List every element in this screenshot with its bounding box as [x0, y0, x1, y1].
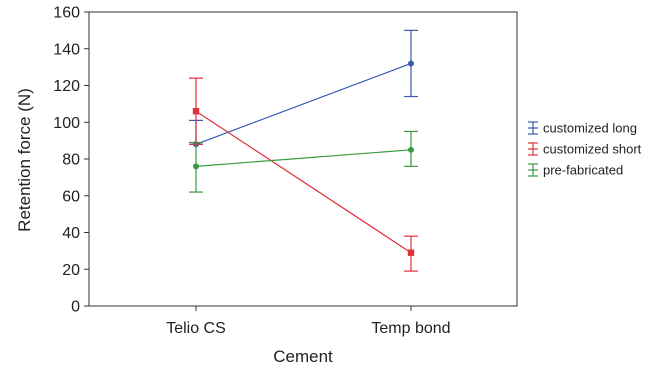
series-line — [195, 149, 412, 167]
series-1 — [189, 77, 418, 272]
legend-label: customized long — [543, 121, 637, 136]
data-point — [407, 249, 415, 256]
y-tick-label: 140 — [53, 41, 80, 58]
legend-item: pre-fabricated — [528, 163, 623, 178]
y-tick-label: 20 — [62, 262, 80, 279]
y-tick-label: 120 — [53, 78, 80, 95]
legend-item: customized long — [528, 121, 637, 136]
y-tick-label: 80 — [62, 152, 80, 169]
axes: 0 20 40 60 80 100 120 140 160 Telio CS Temp bond — [53, 5, 518, 337]
y-tick-label: 60 — [62, 188, 80, 205]
series — [189, 29, 418, 272]
data-point — [192, 108, 200, 115]
legend-label: pre-fabricated — [543, 163, 623, 178]
y-tick-label: 100 — [53, 115, 80, 132]
legend-item: customized short — [528, 142, 642, 157]
x-axis-title: Cement — [273, 347, 333, 366]
series-line — [195, 110, 412, 254]
x-tick-label: Telio CS — [166, 320, 226, 337]
y-tick-label: 160 — [53, 5, 80, 22]
series-line — [195, 62, 412, 145]
y-tick-label: 40 — [62, 225, 80, 242]
plot-frame — [88, 11, 518, 307]
data-point — [408, 60, 414, 67]
y-tick-label: 0 — [71, 299, 80, 316]
data-point — [193, 163, 199, 170]
legend-label: customized short — [543, 142, 642, 157]
labels: Retention force (N) Cement — [15, 88, 333, 366]
series-2 — [189, 130, 418, 193]
data-point — [408, 146, 414, 153]
y-axis-title: Retention force (N) — [15, 88, 34, 232]
legend: customized long customized short pre-fabri… — [528, 121, 642, 178]
x-tick-label: Temp bond — [371, 320, 450, 337]
